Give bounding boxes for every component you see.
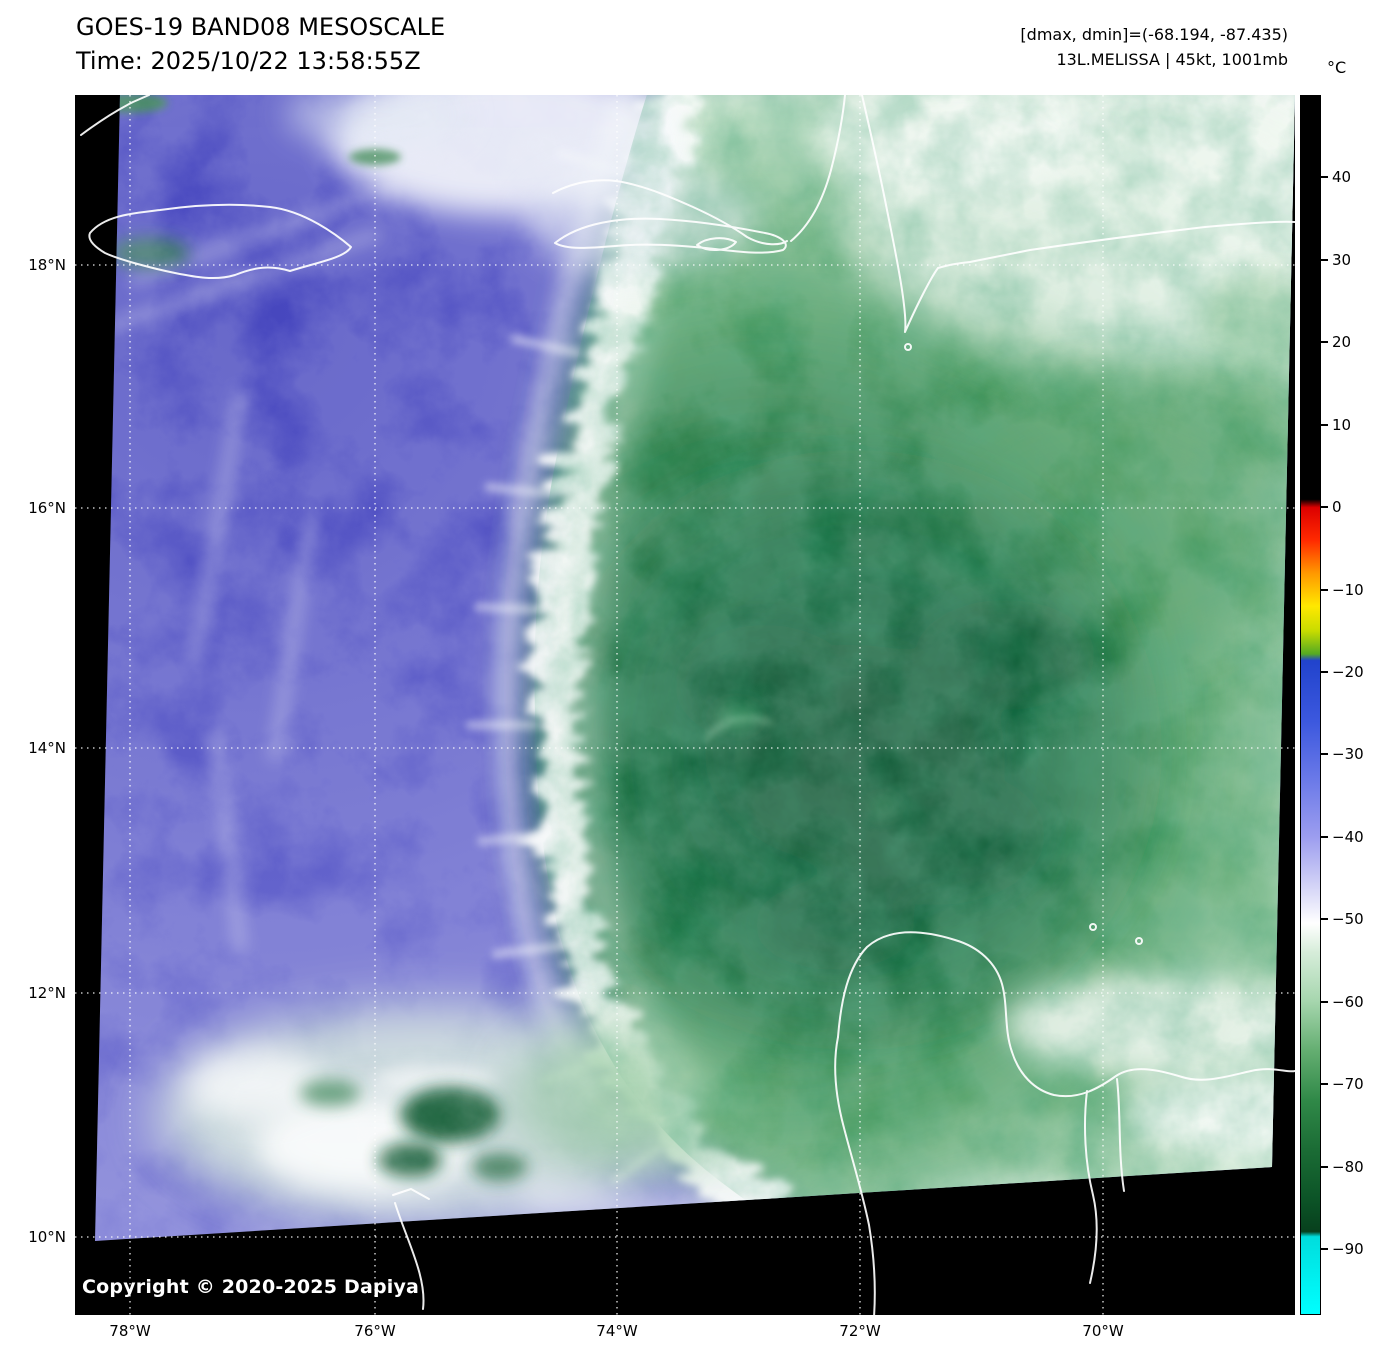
coastline-maracaibo-west (1084, 1090, 1098, 1284)
coastline-jamaica (88, 203, 352, 280)
colorbar-tick-label: 20 (1320, 333, 1352, 352)
colorbar-tick-label: −80 (1321, 1157, 1364, 1176)
coastline-maracaibo-east (1116, 1078, 1125, 1192)
coastline-colombia-west (392, 1188, 430, 1200)
cloud-texture (95, 95, 1295, 1241)
colorbar-tick-label: −50 (1321, 910, 1364, 929)
coastline-bonaire (1135, 937, 1143, 945)
coastline-cuba (80, 94, 150, 136)
coastline-colombia (834, 1036, 876, 1318)
satellite-imagery (95, 95, 1295, 1241)
coastline-beata-island (904, 343, 912, 351)
coastline-guajira-venezuela (837, 931, 1296, 1098)
coastline-haiti-north (552, 179, 788, 246)
coastline-magdalena (394, 1202, 425, 1310)
coastlines (80, 94, 1296, 1318)
storm-info: 13L.MELISSA | 45kt, 1001mb (1056, 50, 1288, 69)
lat-label: 18°N (28, 256, 66, 274)
colorbar-unit-label: °C (1327, 58, 1347, 77)
satellite-map (75, 94, 1296, 1318)
coastline-gonave-island (696, 237, 737, 251)
colorbar-ticks: 40 30 20 10 0 −10 −20 −30 −40 −50 −60 −70 −80 −90 (1320, 0, 1390, 1359)
lon-label: 74°W (596, 1322, 638, 1340)
lat-label: 14°N (28, 739, 66, 757)
colorbar-tick-label: −90 (1321, 1240, 1364, 1259)
colorbar-tick-label: −10 (1321, 580, 1364, 599)
colorbar-tick-label: 30 (1320, 250, 1352, 269)
lat-label: 16°N (28, 499, 66, 517)
colorbar-tick-label: −30 (1321, 745, 1364, 764)
copyright-notice: Copyright © 2020-2025 Dapiya (82, 1276, 420, 1298)
coastline-dominican-republic (861, 94, 1296, 333)
coastline-curacao (1089, 923, 1097, 931)
info-block: [dmax, dmin]=(-68.194, -87.435) 13L.MELI… (1020, 22, 1288, 72)
data-range: [dmax, dmin]=(-68.194, -87.435) (1020, 25, 1288, 44)
lat-label: 10°N (28, 1228, 66, 1246)
title-block: GOES-19 BAND08 MESOSCALE Time: 2025/10/2… (76, 10, 445, 78)
colorbar (1300, 95, 1321, 1315)
colorbar-tick-label: −60 (1321, 992, 1364, 1011)
colorbar-tick-label: 40 (1320, 168, 1352, 187)
colorbar-tick-label: −20 (1321, 663, 1364, 682)
colorbar-tick-label: 0 (1321, 498, 1342, 517)
coastline-haiti-gulf (790, 94, 846, 242)
map-panel (75, 94, 1296, 1318)
figure-title: GOES-19 BAND08 MESOSCALE (76, 13, 446, 41)
lon-label: 76°W (354, 1322, 396, 1340)
colorbar-tick-label: 10 (1320, 415, 1352, 434)
lon-label: 78°W (109, 1322, 151, 1340)
timestamp: Time: 2025/10/22 13:58:55Z (76, 47, 421, 75)
colorbar-tick-label: −40 (1321, 827, 1364, 846)
colorbar-tick-label: −70 (1321, 1075, 1364, 1094)
coastline-haiti-tiburon (554, 217, 787, 254)
lon-label: 70°W (1082, 1322, 1124, 1340)
lat-label: 12°N (28, 984, 66, 1002)
lon-label: 72°W (839, 1322, 881, 1340)
